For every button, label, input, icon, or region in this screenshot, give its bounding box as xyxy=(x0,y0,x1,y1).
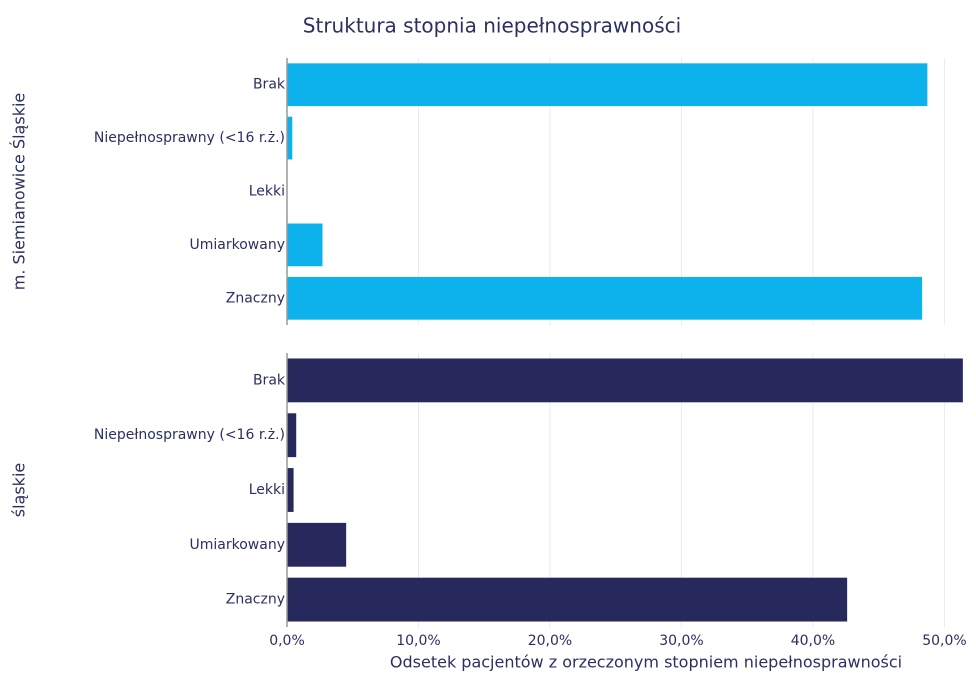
bar xyxy=(287,358,963,403)
y-tick-label: Umiarkowany xyxy=(190,537,285,553)
x-tick-label: 0,0% xyxy=(269,633,305,649)
x-tick-label: 50,0% xyxy=(922,633,966,649)
x-tick-label: 40,0% xyxy=(791,633,835,649)
bar xyxy=(287,276,923,320)
facet-label: m. Siemianowice Śląskie xyxy=(10,93,29,291)
y-tick-label: Znaczny xyxy=(226,290,285,306)
x-tick-label: 10,0% xyxy=(396,633,440,649)
bar xyxy=(287,577,848,622)
y-tick-label: Brak xyxy=(253,372,286,388)
x-tick-label: 30,0% xyxy=(659,633,703,649)
chart-title: Struktura stopnia niepełnosprawności xyxy=(303,14,681,38)
bar xyxy=(287,223,323,267)
x-axis-title: Odsetek pacjentów z orzeczonym stopniem … xyxy=(390,653,902,672)
y-tick-label: Brak xyxy=(253,77,286,93)
y-tick-label: Lekki xyxy=(249,184,285,200)
y-tick-label: Lekki xyxy=(249,482,285,498)
bar xyxy=(287,116,293,160)
facet-label: śląskie xyxy=(10,463,29,517)
y-tick-label: Znaczny xyxy=(226,592,285,608)
y-tick-label: Niepełnosprawny (<16 r.ż.) xyxy=(94,427,285,443)
y-tick-label: Umiarkowany xyxy=(190,237,285,253)
bar xyxy=(287,63,928,107)
y-tick-label: Niepełnosprawny (<16 r.ż.) xyxy=(94,130,285,146)
bar xyxy=(287,413,297,458)
bar xyxy=(287,468,294,512)
x-tick-label: 20,0% xyxy=(528,633,572,649)
bar xyxy=(287,522,347,567)
